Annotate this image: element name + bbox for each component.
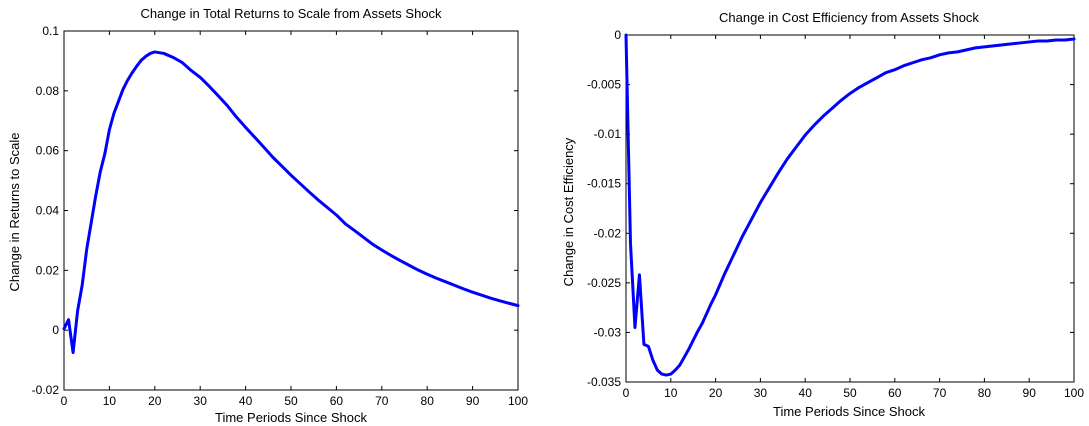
x-tick-label: 30	[754, 386, 768, 400]
returns-to-scale-chart: Change in Total Returns to Scale from As…	[7, 6, 528, 425]
y-tick-label: 0.08	[36, 84, 60, 98]
y-tick-label: 0.1	[42, 24, 59, 38]
x-tick-label: 20	[148, 394, 162, 408]
y-tick-label: 0.02	[36, 263, 60, 277]
x-tick-label: 90	[466, 394, 480, 408]
series-line	[62, 50, 520, 355]
x-tick-label: 100	[508, 394, 528, 408]
y-tick-label: -0.015	[587, 177, 621, 191]
y-tick-label: -0.035	[587, 375, 621, 389]
x-tick-label: 70	[375, 394, 389, 408]
x-tick-label: 70	[933, 386, 947, 400]
plot-area-frame	[63, 30, 519, 391]
x-tick-label: 100	[1064, 386, 1084, 400]
x-axis-label: Time Periods Since Shock	[215, 410, 367, 425]
x-tick-label: 60	[888, 386, 902, 400]
x-tick-label: 30	[194, 394, 208, 408]
y-tick-label: -0.02	[594, 226, 622, 240]
cost-efficiency-chart: Change in Cost Efficiency from Assets Sh…	[561, 10, 1084, 419]
x-tick-label: 10	[664, 386, 678, 400]
x-tick-label: 40	[239, 394, 253, 408]
x-tick-label: 20	[709, 386, 723, 400]
y-tick-label: -0.01	[594, 127, 622, 141]
x-tick-label: 50	[284, 394, 298, 408]
x-tick-label: 80	[978, 386, 992, 400]
y-tick-label: -0.03	[594, 325, 622, 339]
x-tick-label: 10	[103, 394, 117, 408]
plot-area-frame	[625, 34, 1075, 383]
y-tick-label: 0.04	[36, 204, 60, 218]
x-tick-label: 40	[799, 386, 813, 400]
y-tick-label: -0.005	[587, 78, 621, 92]
y-tick-label: 0	[52, 323, 59, 337]
x-tick-label: 80	[421, 394, 435, 408]
x-tick-label: 0	[623, 386, 630, 400]
chart-title: Change in Total Returns to Scale from As…	[140, 6, 442, 21]
y-tick-label: -0.02	[32, 383, 60, 397]
x-axis-label: Time Periods Since Shock	[773, 404, 925, 419]
x-tick-label: 60	[330, 394, 344, 408]
y-axis-label: Change in Cost Efficiency	[561, 137, 576, 286]
y-tick-label: -0.025	[587, 276, 621, 290]
x-tick-label: 90	[1023, 386, 1037, 400]
chart-title: Change in Cost Efficiency from Assets Sh…	[719, 10, 979, 25]
series-line	[624, 33, 1076, 377]
y-tick-label: 0.06	[36, 144, 60, 158]
x-tick-label: 50	[843, 386, 857, 400]
x-tick-label: 0	[61, 394, 68, 408]
y-axis-label: Change in Returns to Scale	[7, 133, 22, 292]
y-tick-label: 0	[614, 28, 621, 42]
